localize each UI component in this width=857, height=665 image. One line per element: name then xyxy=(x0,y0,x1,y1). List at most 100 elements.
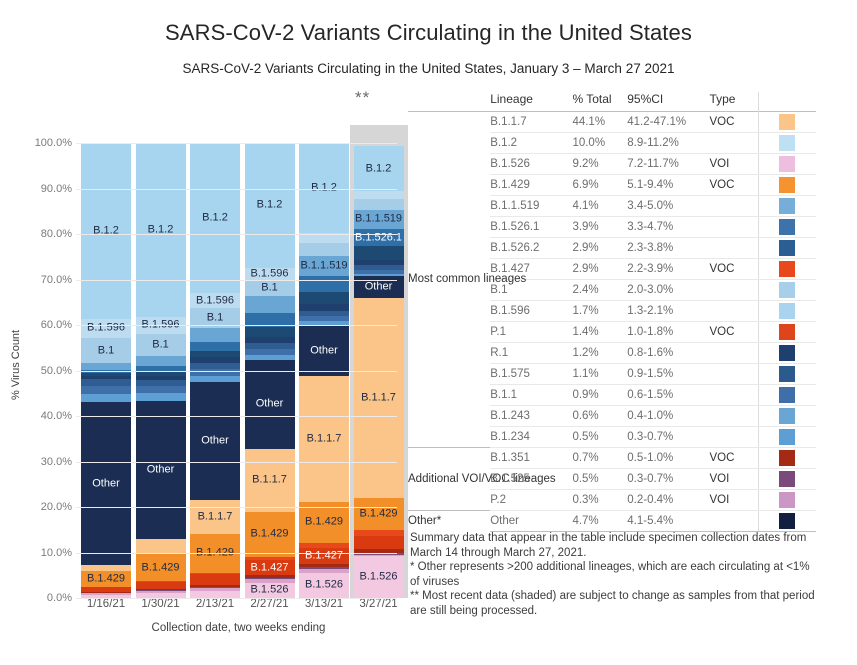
bar-segment-Other[interactable]: Other xyxy=(353,276,404,298)
bar-segment-B.1.429[interactable]: B.1.429 xyxy=(299,501,349,543)
bar-segment-B.1.1[interactable] xyxy=(135,386,186,394)
table-row[interactable]: B.1.429 6.9% 5.1-9.4% VOC xyxy=(408,174,816,196)
bar-segment-B.1[interactable]: B.1 xyxy=(244,280,295,297)
bar-segment-B.1.351[interactable] xyxy=(244,575,295,578)
bar-segment-R.1[interactable] xyxy=(299,304,349,311)
bar-segment-B.1.1.7[interactable]: B.1.1.7 xyxy=(190,500,240,535)
bar-segment-B.1.2[interactable]: B.1.2 xyxy=(81,143,131,319)
bar-segment-B.1.351[interactable] xyxy=(135,588,186,591)
bar-3-13-21[interactable]: B.1.2 B.1.1.519 Other B.1.1.7 B.1.429 B.1.427… xyxy=(299,143,349,598)
table-row[interactable]: B.1.1.519 4.1% 3.4-5.0% xyxy=(408,195,816,217)
bar-segment-B.1.234[interactable] xyxy=(244,354,295,360)
bar-segment-B.1.1.7[interactable] xyxy=(135,539,186,554)
table-row[interactable]: P.1 1.4% 1.0-1.8% VOC xyxy=(408,321,816,343)
bar-segment-B.1.525[interactable] xyxy=(299,567,349,570)
bar-segment-P.2[interactable] xyxy=(353,554,404,557)
bar-segment-B.1.1.519[interactable] xyxy=(244,296,295,314)
bar-segment-Other[interactable]: Other xyxy=(299,324,349,377)
bar-segment-B.1.526.1[interactable] xyxy=(244,313,295,327)
bar-segment-B.1.575[interactable] xyxy=(190,362,240,369)
table-row[interactable]: Other* Other 4.7% 4.1-5.4% xyxy=(408,510,816,532)
bar-segment-B.1.526.2[interactable] xyxy=(135,371,186,376)
bar-segment-B.1.525[interactable] xyxy=(353,552,404,555)
bar-segment-B.1.526.2[interactable] xyxy=(353,246,404,260)
bar-segment-B.1.1.519[interactable] xyxy=(81,363,131,371)
bar-segment-B.1.1.7[interactable]: B.1.1.7 xyxy=(299,376,349,502)
bar-segment-B.1.526[interactable] xyxy=(81,595,131,598)
table-row[interactable]: Most common lineages B.1.1.7 44.1% 41.2-47.… xyxy=(408,111,816,448)
bar-segment-B.1.575[interactable] xyxy=(244,343,295,349)
bar-segment-B.1.427[interactable]: B.1.427 xyxy=(244,559,295,576)
bar-segment-R.1[interactable] xyxy=(353,259,404,266)
bar-segment-B.1.1.7[interactable]: B.1.1.7 xyxy=(244,448,295,512)
bar-segment-B.1.526.1[interactable] xyxy=(190,341,240,351)
bar-segment-B.1.2[interactable]: B.1.2 xyxy=(190,143,240,294)
table-row[interactable]: B.1.526 9.2% 7.2-11.7% VOI xyxy=(408,153,816,175)
bar-segment-B.1.596[interactable] xyxy=(353,191,404,200)
bar-3-27-21[interactable]: B.1.2 B.1.1.519 B.1.526.1 Other B.1.1.7 B.1.4… xyxy=(353,145,404,598)
bar-segment-B.1.526[interactable]: B.1.526 xyxy=(299,572,349,598)
bar-segment-B.1.1.519[interactable]: B.1.1.519 xyxy=(299,255,349,276)
bar-segment-B.1.526.2[interactable] xyxy=(244,326,295,337)
table-row[interactable]: B.1 2.4% 2.0-3.0% xyxy=(408,279,816,301)
bar-segment-B.1.351[interactable] xyxy=(81,591,131,593)
bar-segment-P.1[interactable] xyxy=(244,556,295,560)
bar-segment-B.1.2[interactable]: B.1.2 xyxy=(353,145,404,192)
bar-segment-B.1.596[interactable] xyxy=(299,232,349,243)
bar-segment-B.1.575[interactable] xyxy=(81,379,131,386)
table-row[interactable]: B.1.526.2 2.9% 2.3-3.8% xyxy=(408,237,816,259)
bar-segment-Other[interactable]: Other xyxy=(135,400,186,540)
bar-segment-B.1.429[interactable]: B.1.429 xyxy=(81,570,131,587)
bar-segment-B.1.526.2[interactable] xyxy=(299,291,349,305)
bar-segment-B.1.1[interactable] xyxy=(190,368,240,376)
table-row[interactable]: Additional VOI/VOC lineages B.1.351 0.7% 0.… xyxy=(408,447,816,511)
bar-segment-R.1[interactable] xyxy=(135,375,186,381)
bar-segment-B.1.575[interactable] xyxy=(135,380,186,387)
bar-segment-B.1.351[interactable] xyxy=(190,584,240,587)
table-row[interactable]: B.1.525 0.5% 0.3-0.7% VOI xyxy=(408,468,816,490)
bar-segment-B.1.596[interactable]: B.1.596 xyxy=(190,293,240,309)
table-row[interactable]: B.1.1 0.9% 0.6-1.5% xyxy=(408,384,816,406)
bar-segment-B.1.1[interactable] xyxy=(81,385,131,394)
bar-segment-B.1.1.519[interactable] xyxy=(190,327,240,342)
bar-segment-P.2[interactable] xyxy=(135,591,186,594)
bar-segment-B.1.429[interactable]: B.1.429 xyxy=(244,511,295,557)
bar-segment-B.1.429[interactable]: B.1.429 xyxy=(353,498,404,530)
bar-segment-P.2[interactable] xyxy=(299,569,349,573)
bar-segment-B.1.1[interactable] xyxy=(353,270,404,275)
bar-segment-B.1.526[interactable] xyxy=(135,593,186,598)
bar-segment-B.1[interactable]: B.1 xyxy=(190,308,240,328)
bar-segment-B.1.1.519[interactable] xyxy=(135,356,186,367)
bar-segment-B.1[interactable]: B.1 xyxy=(81,337,131,364)
bar-segment-B.1.427[interactable] xyxy=(81,587,131,592)
bar-segment-R.1[interactable] xyxy=(190,357,240,363)
bar-segment-B.1.526.1[interactable] xyxy=(135,366,186,372)
bar-segment-R.1[interactable] xyxy=(81,375,131,380)
bar-segment-B.1.526[interactable] xyxy=(190,590,240,598)
bar-segment-B.1[interactable] xyxy=(299,242,349,256)
bar-2-13-21[interactable]: B.1.2 B.1.596 B.1 Other B.1.1.7 B.1.429 xyxy=(190,143,240,598)
bar-segment-Other[interactable]: Other xyxy=(190,381,240,501)
bar-segment-B.1.427[interactable] xyxy=(190,574,240,585)
bar-segment-B.1.234[interactable] xyxy=(190,375,240,382)
bar-segment-B.1.526.2[interactable] xyxy=(81,373,131,376)
table-row[interactable]: R.1 1.2% 0.8-1.6% xyxy=(408,342,816,364)
bar-segment-B.1.526.1[interactable] xyxy=(81,370,131,374)
bar-segment-B.1.526.2[interactable] xyxy=(190,350,240,358)
bar-segment-B.1.234[interactable] xyxy=(299,321,349,325)
table-row[interactable]: B.1.427 2.9% 2.2-3.9% VOC xyxy=(408,258,816,280)
bar-segment-B.1.427[interactable]: B.1.427 xyxy=(299,548,349,565)
bar-segment-B.1.2[interactable]: B.1.2 xyxy=(299,143,349,233)
bar-segment-P.1[interactable] xyxy=(353,529,404,537)
bar-segment-R.1[interactable] xyxy=(244,336,295,344)
bar-segment-B.1.234[interactable] xyxy=(81,393,131,403)
bar-segment-B.1.526.1[interactable] xyxy=(299,275,349,292)
bar-segment-B.1.234[interactable] xyxy=(135,393,186,401)
bar-segment-B.1.427[interactable] xyxy=(135,582,186,589)
bar-segment-B.1.526[interactable]: B.1.526 xyxy=(244,582,295,598)
table-row[interactable]: B.1.575 1.1% 0.9-1.5% xyxy=(408,363,816,385)
bar-segment-B.1.1[interactable] xyxy=(244,348,295,355)
table-row[interactable]: B.1.2 10.0% 8.9-11.2% xyxy=(408,132,816,154)
bar-segment-B.1.1.7[interactable]: B.1.1.7 xyxy=(353,297,404,499)
bar-segment-B.1.596[interactable]: B.1.596 xyxy=(81,318,131,338)
